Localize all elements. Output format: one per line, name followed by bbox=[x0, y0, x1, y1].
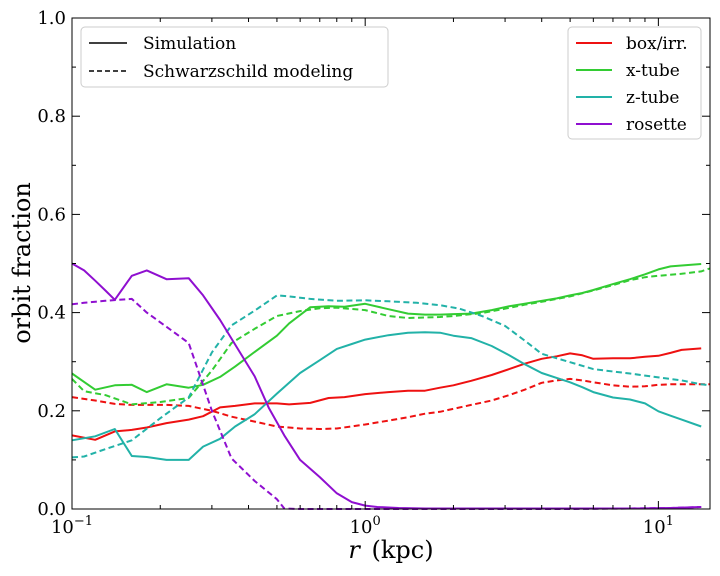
series-legend: box/irr. x-tube z-tube rosette bbox=[567, 26, 702, 140]
ticks-layer: 10−1 100 101 0.0 0.2 0.4 0.6 0.8 1.0 bbox=[37, 8, 710, 538]
style-legend-label-schwarzschild-modeling: Schwarzschild modeling bbox=[143, 62, 353, 82]
box-irr-simulation-line bbox=[71, 347, 702, 441]
z-tube-simulation-line bbox=[71, 331, 702, 461]
y-tick-label: 0.0 bbox=[37, 499, 66, 520]
y-tick-label: 0.4 bbox=[37, 303, 66, 324]
style-legend: Simulation Schwarzschild modeling bbox=[80, 26, 389, 88]
z-tube-model-line bbox=[71, 294, 711, 459]
y-tick-label: 0.6 bbox=[37, 204, 66, 225]
series-legend-label-z-tube: z-tube bbox=[626, 88, 679, 108]
plot-frame bbox=[71, 17, 711, 510]
y-tick-label: 0.8 bbox=[37, 106, 66, 127]
x-axis-title: r (kpc) bbox=[348, 536, 433, 564]
x-tick-label: 10−1 bbox=[51, 514, 93, 538]
x-axis-unit: (kpc) bbox=[372, 536, 434, 564]
style-legend-label-simulation: Simulation bbox=[143, 34, 236, 54]
y-tick-label: 1.0 bbox=[37, 8, 66, 29]
series-legend-label-box-irr: box/irr. bbox=[626, 34, 688, 54]
x-axis-symbol: r bbox=[348, 536, 361, 564]
series-legend-label-x-tube: x-tube bbox=[626, 61, 680, 81]
x-tick-label: 101 bbox=[643, 514, 674, 538]
y-tick-label: 0.2 bbox=[37, 401, 66, 422]
style-legend-box bbox=[80, 26, 389, 88]
y-axis-title: orbit fraction bbox=[8, 182, 36, 344]
series-legend-label-rosette: rosette bbox=[626, 115, 687, 135]
x-tube-model-line bbox=[71, 267, 711, 406]
box-irr-model-line bbox=[71, 377, 710, 430]
x-tick-label: 100 bbox=[350, 514, 381, 538]
series-legend-box bbox=[567, 26, 702, 140]
